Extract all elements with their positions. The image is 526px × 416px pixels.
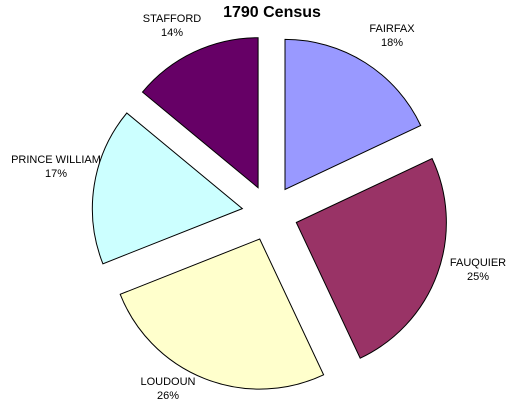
slice-label-name: LOUDOUN (140, 376, 195, 388)
pie-labels: FAIRFAX 18% FAUQUIER 25% LOUDOUN 26% PRINCE WI… (11, 13, 506, 402)
slice-label-percent: 25% (467, 271, 489, 283)
pie-slice-loudoun (119, 238, 325, 390)
slice-label-name: FAUQUIER (450, 257, 506, 269)
pie-slice-prince-william (91, 112, 244, 265)
slice-label-percent: 17% (45, 168, 67, 180)
chart-title: 1790 Census (223, 4, 321, 21)
pie-slice-fauquier (295, 157, 447, 359)
pie-slices (91, 37, 447, 390)
slice-label-percent: 18% (381, 37, 403, 49)
slice-label-percent: 26% (157, 390, 179, 402)
slice-label-name: PRINCE WILLIAM (11, 154, 101, 166)
slice-label-percent: 14% (161, 27, 183, 39)
slice-label-name: STAFFORD (143, 13, 202, 25)
pie-slice-stafford (141, 37, 259, 189)
slice-label-name: FAIRFAX (369, 23, 415, 35)
pie-slice-fairfax (284, 38, 422, 191)
